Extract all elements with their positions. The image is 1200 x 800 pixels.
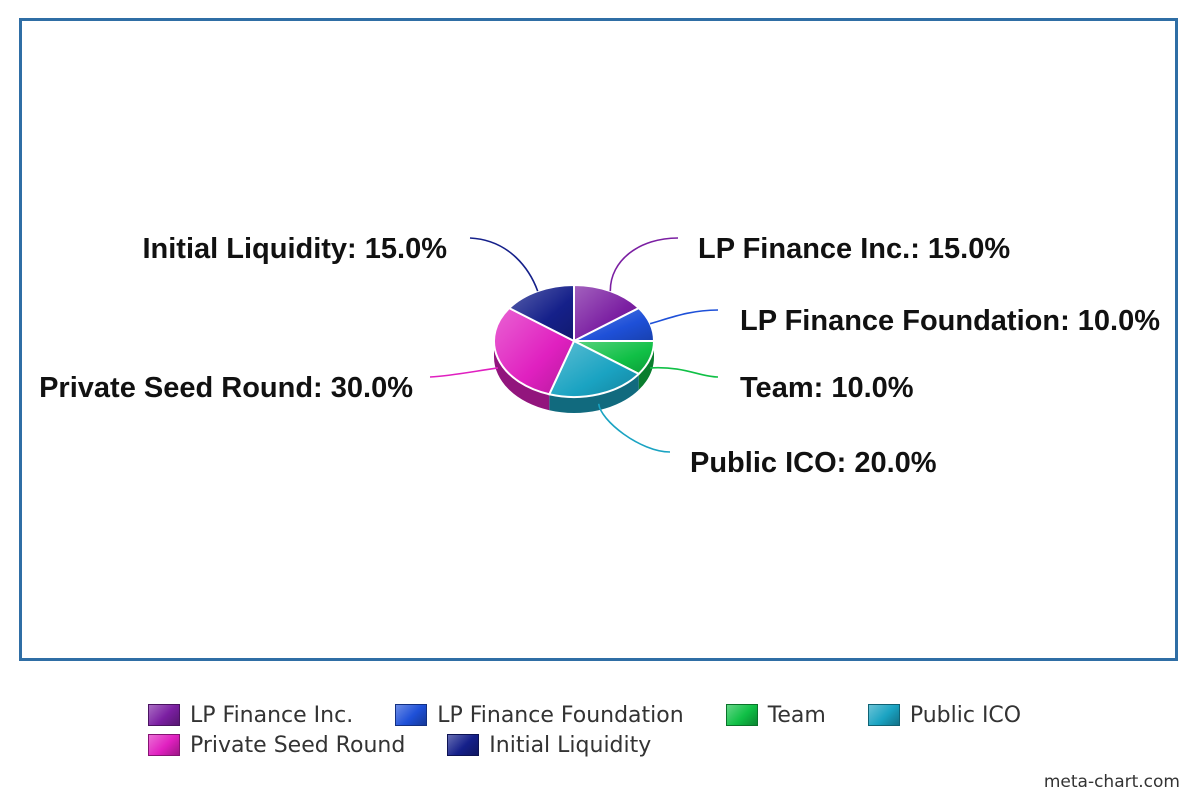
legend-label: Public ICO <box>909 702 1022 728</box>
pie-slice-public-ico[interactable] <box>547 339 641 398</box>
legend-item-public-ico[interactable]: Public ICO <box>867 702 1022 728</box>
legend-label: Private Seed Round <box>190 732 406 758</box>
leader-line-team <box>650 366 719 378</box>
pie-slice-initial-liquidity[interactable] <box>507 283 575 343</box>
credit-text[interactable]: meta-chart.com <box>1043 772 1180 792</box>
slice-label-initial-liquidity: Initial Liquidity: 15.0% <box>142 233 447 265</box>
pie-side-public-ico <box>549 373 639 413</box>
leader-line-private-seed-round <box>429 367 499 378</box>
legend-swatch <box>447 734 480 756</box>
legend-item-lp-finance-foundation[interactable]: LP Finance Foundation <box>395 702 684 728</box>
legend: LP Finance Inc. LP Finance Foundation Te… <box>148 700 1108 760</box>
legend-row-1: LP Finance Inc. LP Finance Foundation Te… <box>148 700 1108 730</box>
pie-leaders <box>429 237 719 453</box>
legend-item-initial-liquidity[interactable]: Initial Liquidity <box>447 733 651 758</box>
legend-item-lp-finance-inc[interactable]: LP Finance Inc. <box>148 703 353 728</box>
pie-side-private-seed-round <box>494 341 550 411</box>
slice-label-lp-finance-inc: LP Finance Inc.: 15.0% <box>698 233 1010 265</box>
legend-label: LP Finance Foundation <box>437 702 684 728</box>
legend-swatch <box>725 704 758 726</box>
legend-item-private-seed-round[interactable]: Private Seed Round <box>148 733 405 758</box>
legend-row-2: Private Seed Round Initial Liquidity <box>148 730 1108 760</box>
slice-label-lp-finance-foundation: LP Finance Foundation: 10.0% <box>740 305 1160 337</box>
pie-slice-lp-finance-inc[interactable] <box>573 283 641 343</box>
slice-label-team: Team: 10.0% <box>740 372 914 404</box>
legend-swatch <box>148 734 180 756</box>
leader-line-initial-liquidity <box>469 237 539 292</box>
legend-swatch <box>395 704 428 726</box>
legend-label: Initial Liquidity <box>489 732 652 758</box>
legend-swatch <box>148 704 180 726</box>
pie-tops <box>493 283 656 398</box>
leader-line-public-ico <box>597 403 671 453</box>
legend-label: LP Finance Inc. <box>190 702 354 728</box>
pie-slice-private-seed-round[interactable] <box>493 306 576 396</box>
leader-line-lp-finance-inc <box>609 237 679 292</box>
legend-label: Team <box>767 702 826 728</box>
legend-item-team[interactable]: Team <box>725 702 826 728</box>
legend-swatch <box>867 704 900 726</box>
leader-line-lp-finance-foundation <box>649 309 719 325</box>
slice-label-public-ico: Public ICO: 20.0% <box>690 447 937 479</box>
pie-labels: LP Finance Inc.: 15.0% LP Finance Foundat… <box>39 233 1160 479</box>
slice-label-private-seed-round: Private Seed Round: 30.0% <box>39 372 413 404</box>
